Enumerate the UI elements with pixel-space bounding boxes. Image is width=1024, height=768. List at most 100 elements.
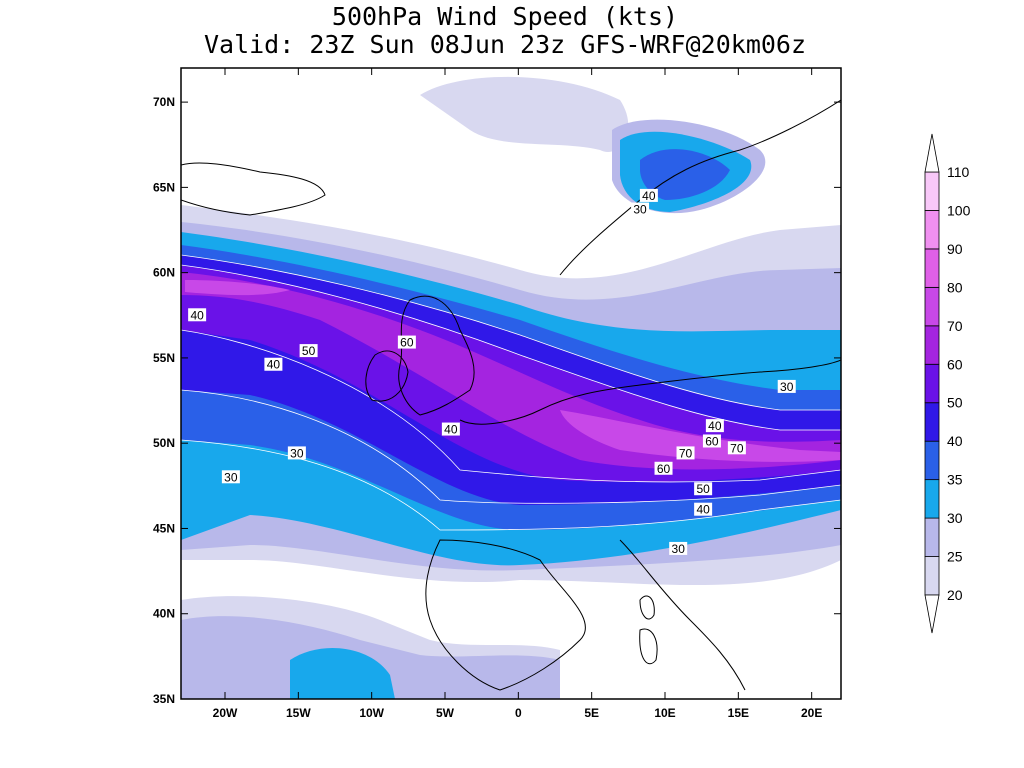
contour-lines — [181, 254, 841, 531]
contour-label-bg — [631, 202, 650, 216]
colorbar-arrow-top — [924, 133, 940, 173]
contour-label: 60 — [397, 335, 416, 350]
lat-tick-label: 45N — [153, 521, 175, 535]
chart-title: 500hPa Wind Speed (kts) — [331, 2, 679, 31]
contour-band-70 — [560, 410, 841, 462]
contour-label-text: 30 — [290, 446, 304, 460]
contour-label-bg — [188, 308, 207, 322]
contour-band-35-scandi — [640, 149, 730, 200]
contour-band-60 — [181, 272, 841, 470]
colorbar-label: 30 — [947, 510, 963, 526]
contour-band-30-south — [290, 648, 395, 699]
contour-label-bg — [287, 446, 306, 460]
colorbar-swatch — [924, 556, 940, 596]
contour-label-text: 60 — [705, 434, 719, 448]
contour-label-text: 40 — [642, 189, 656, 203]
contour-band-70-west — [185, 280, 290, 296]
colorbar-label: 25 — [947, 549, 963, 565]
contour-label-text: 50 — [696, 482, 710, 496]
contour-label: 60 — [654, 461, 673, 476]
lat-tick-label: 35N — [153, 692, 175, 706]
contour-label-text: 40 — [267, 358, 281, 372]
contour-label-bg — [669, 541, 688, 555]
contour-label: 50 — [299, 344, 318, 358]
lat-axis: 35N 40N 45N 50N 55N 60N 65N 70N — [153, 95, 841, 706]
contour-label-bg — [777, 379, 796, 393]
lon-tick-label: 15W — [286, 706, 311, 720]
contour-label: 70 — [727, 441, 746, 455]
coastline-sardinia — [639, 628, 658, 665]
contour-label: 40 — [705, 419, 724, 433]
contour-label-bg — [441, 422, 460, 436]
contour-label: 30 — [669, 541, 688, 556]
contour-label-text: 40 — [696, 503, 710, 517]
contour-label: 30 — [221, 470, 240, 484]
colorbar-swatch — [924, 363, 940, 404]
coastline-ireland — [365, 350, 409, 402]
contour-label-text: 60 — [400, 336, 414, 350]
colorbar-label: 35 — [947, 472, 963, 488]
contour-label-bg — [654, 461, 673, 475]
lat-tick-label: 65N — [153, 180, 175, 194]
contour-label: 40 — [441, 422, 460, 437]
coastline-europe — [459, 359, 841, 425]
contour-label-text: 30 — [224, 470, 238, 484]
colorbar-swatch — [924, 325, 940, 365]
contour-label-text: 50 — [302, 344, 316, 358]
contour-label: 40 — [694, 502, 713, 517]
lon-tick-label: 20W — [213, 706, 238, 720]
contour-label: 30 — [631, 202, 650, 217]
coastline-italy — [619, 539, 746, 691]
colorbar-label: 80 — [947, 279, 963, 295]
contour-label-bg — [221, 470, 240, 484]
wind-speed-shading — [181, 76, 841, 699]
lat-tick-label: 60N — [153, 266, 175, 280]
coastline-iceland — [181, 162, 326, 216]
colorbar-label: 70 — [947, 318, 963, 334]
contour-label: 60 — [702, 434, 721, 448]
colorbar-swatch — [924, 479, 940, 519]
contour-label-bg — [264, 357, 283, 371]
colorbar-swatch — [924, 210, 940, 250]
contour-label-bg — [397, 335, 416, 349]
lon-tick-label: 5E — [584, 706, 599, 720]
lat-tick-label: 40N — [153, 607, 175, 621]
contour-label: 30 — [777, 379, 796, 394]
contour-label-bg — [639, 188, 658, 202]
colorbar-swatch — [924, 440, 940, 481]
contour-line — [181, 389, 841, 504]
colorbar: 20 25 30 35 40 50 60 70 80 90 100 110 — [924, 133, 971, 634]
colorbar-label: 40 — [947, 433, 963, 449]
contour-label-text: 40 — [444, 423, 458, 437]
contour-label-bg — [702, 434, 721, 448]
contour-label-text: 40 — [708, 419, 722, 433]
contour-band-20-north — [420, 76, 629, 152]
lon-tick-label: 10W — [359, 706, 384, 720]
contour-label-text: 30 — [633, 203, 647, 217]
contour-label: 50 — [694, 482, 713, 496]
contour-label-text: 60 — [657, 462, 671, 476]
lat-tick-label: 50N — [153, 436, 175, 450]
contour-label: 30 — [287, 446, 306, 460]
colorbar-swatch — [924, 171, 940, 211]
contour-label-bg — [705, 419, 724, 433]
colorbar-label: 100 — [947, 202, 971, 218]
colorbar-label: 60 — [947, 356, 963, 372]
coastline-corsica — [639, 595, 655, 620]
contour-label-bg — [676, 446, 695, 460]
colorbar-swatch — [924, 286, 940, 327]
colorbar-label: 50 — [947, 395, 963, 411]
plot-frame — [180, 67, 842, 700]
contour-label-text: 40 — [190, 308, 204, 322]
colorbar-label: 20 — [947, 587, 963, 603]
contour-line — [181, 264, 841, 431]
contour-line — [181, 329, 841, 483]
lon-tick-label: 0 — [515, 706, 522, 720]
lon-tick-label: 20E — [801, 706, 822, 720]
contour-label-text: 70 — [730, 441, 744, 455]
coastlines — [181, 99, 841, 691]
colorbar-swatch — [924, 517, 940, 557]
colorbar-label: 110 — [947, 164, 970, 180]
